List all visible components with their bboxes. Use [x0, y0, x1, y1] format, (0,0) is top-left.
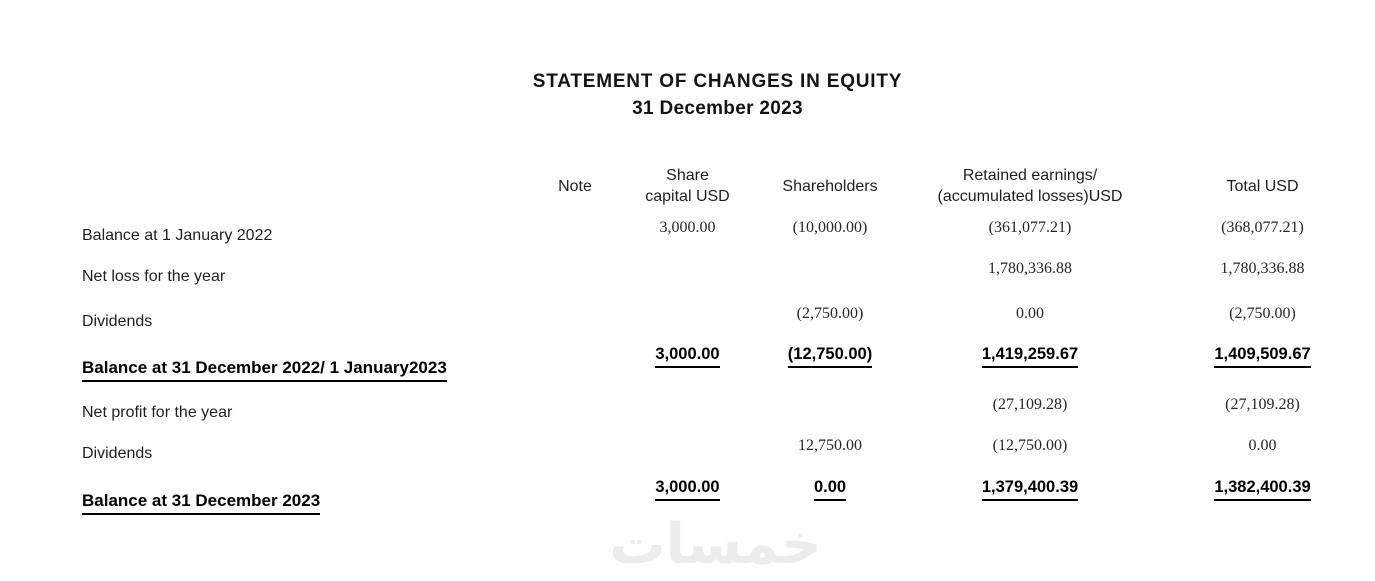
shareholders-cell: 12,750.00 [798, 436, 862, 454]
total-cell: (368,077.21) [1221, 219, 1304, 236]
total-cell: 0.00 [1248, 436, 1277, 454]
header-note-label: Note [558, 177, 592, 195]
page-subtitle: 31 December 2023 [632, 98, 803, 119]
header-shareholders-label: Shareholders [782, 177, 878, 195]
document-header: STATEMENT OF CHANGES IN EQUITY 31 Decemb… [60, 68, 1375, 122]
header-retained-earnings: Retained earnings/ (accumulated losses)U… [895, 165, 1165, 207]
share-capital-cell: 3,000.00 [610, 345, 765, 368]
row-label: Balance at 31 December 2023 [0, 491, 540, 515]
retained-earnings-cell: (27,109.28) [992, 396, 1068, 413]
row-label: Dividends [82, 444, 153, 462]
header-retained-line1: Retained earnings/ [962, 167, 1098, 184]
total-cell: (2,750.00) [1229, 305, 1296, 322]
total-cell: 1,780,336.88 [1220, 260, 1305, 277]
table-row-net-profit: Net profit for the year (27,109.28) (27,… [0, 389, 1360, 429]
table-row-balance-31-dec-2022: Balance at 31 December 2022/ 1 January20… [0, 337, 1360, 389]
shareholders-cell: (2,750.00) [796, 305, 864, 322]
retained-earnings-cell: (12,750.00) [992, 436, 1068, 454]
row-label: Balance at 1 January 2022 [82, 227, 273, 244]
row-label: Net profit for the year [82, 404, 233, 421]
retained-earnings-cell: 1,379,400.39 [895, 478, 1165, 501]
table-row-dividends-2022: Dividends (2,750.00) 0.00 (2,750.00) [0, 299, 1360, 337]
share-capital-cell: 3,000.00 [659, 219, 716, 236]
share-capital-cell: 3,000.00 [610, 478, 765, 501]
header-total-usd: Total USD [1165, 176, 1360, 197]
table-header-row: Note Share capital USD Shareholders Reta… [0, 155, 1360, 217]
shareholders-cell: (10,000.00) [792, 219, 868, 236]
row-label: Balance at 31 December 2022/ 1 January20… [0, 358, 540, 382]
shareholders-cell: (12,750.00) [765, 345, 895, 368]
header-note: Note [540, 176, 610, 197]
retained-earnings-cell: 1,419,259.67 [895, 345, 1165, 368]
row-label: Net loss for the year [82, 268, 226, 285]
header-share-capital-line2: capital USD [645, 188, 730, 205]
header-share-capital-line1: Share [666, 167, 709, 184]
equity-table: Note Share capital USD Shareholders Reta… [0, 155, 1360, 522]
table-row-balance-1-jan-2022: Balance at 1 January 2022 3,000.00 (10,0… [0, 217, 1360, 247]
header-retained-line2: (accumulated losses)USD [937, 188, 1123, 205]
header-shareholders: Shareholders [765, 176, 895, 197]
row-label: Dividends [82, 313, 153, 330]
retained-earnings-cell: 0.00 [1016, 305, 1044, 322]
total-cell: 1,409,509.67 [1165, 345, 1360, 368]
retained-earnings-cell: 1,780,336.88 [988, 260, 1072, 277]
table-row-balance-31-dec-2023: Balance at 31 December 2023 3,000.00 0.0… [0, 470, 1360, 522]
shareholders-cell: 0.00 [765, 478, 895, 501]
table-row-net-loss: Net loss for the year 1,780,336.88 1,780… [0, 247, 1360, 299]
total-cell: (27,109.28) [1225, 396, 1300, 413]
retained-earnings-cell: (361,077.21) [988, 219, 1072, 236]
table-row-dividends-2023: Dividends 12,750.00 (12,750.00) 0.00 [0, 429, 1360, 470]
page-title: STATEMENT OF CHANGES IN EQUITY [532, 71, 903, 92]
header-total-label: Total USD [1226, 177, 1299, 195]
header-share-capital: Share capital USD [610, 165, 765, 207]
total-cell: 1,382,400.39 [1165, 478, 1360, 501]
khamsat-watermark: خمسات [609, 512, 822, 577]
